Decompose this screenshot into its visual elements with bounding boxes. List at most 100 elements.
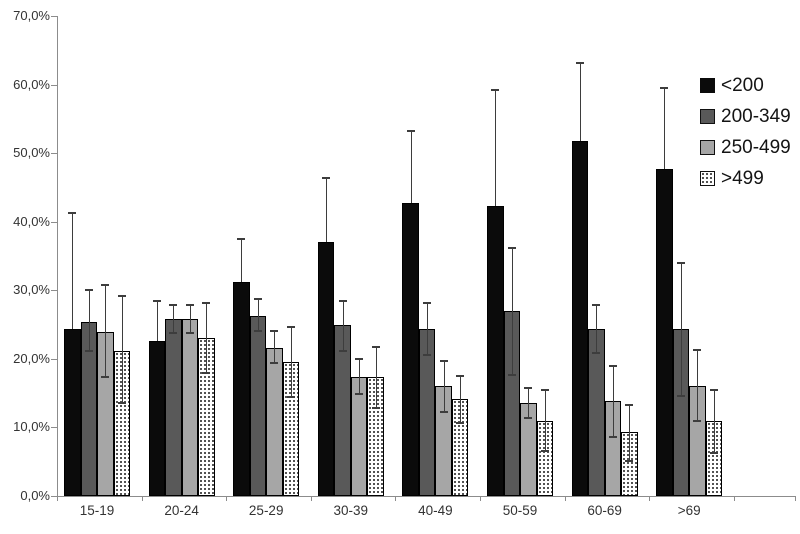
x-axis-category-label: 25-29: [248, 503, 284, 518]
legend-item-lt200: <200: [700, 70, 791, 101]
x-axis-tick: [141, 496, 143, 501]
error-bar-cap-top: [575, 61, 584, 64]
bar-dotted-30-39: [367, 376, 384, 496]
error-bar-cap-top: [286, 326, 295, 329]
error-bar-cap-bottom: [524, 416, 533, 419]
error-bar-cap-bottom: [101, 376, 110, 379]
error-bar-cap-top: [371, 345, 380, 348]
error-bar-line: [173, 305, 175, 333]
error-bar-line: [290, 327, 292, 397]
error-bar-cap-top: [253, 298, 262, 301]
error-bar-cap-top: [270, 330, 279, 333]
error-bar-cap-top: [709, 389, 718, 392]
error-bar-cap-top: [202, 301, 211, 304]
legend-label: 250-499: [721, 136, 791, 158]
y-axis-tick-label: 70,0%: [13, 8, 50, 23]
error-bar-cap-top: [237, 237, 246, 240]
legend: <200 200-349 250-499 >499: [700, 70, 791, 194]
error-bar-cap-top: [456, 375, 465, 377]
error-bar-cap-bottom: [169, 331, 178, 334]
error-bar-line: [359, 358, 361, 394]
y-axis-tick-label: 50,0%: [13, 145, 50, 161]
error-bar-cap-bottom: [709, 451, 718, 454]
error-bar-line: [713, 390, 715, 453]
error-bar-line: [274, 331, 276, 363]
y-axis-tick: [51, 496, 57, 497]
bar-black-50-59: [487, 205, 504, 496]
error-bar-cap-top: [693, 348, 702, 351]
error-bar-cap-bottom: [608, 436, 617, 439]
error-bar-cap-bottom: [592, 352, 601, 355]
error-bar-cap-bottom: [185, 331, 194, 334]
y-axis-line: [57, 16, 58, 496]
error-bar-cap-top: [338, 299, 347, 302]
x-axis-tick: [310, 496, 312, 501]
bar-black->69: [656, 168, 673, 496]
x-axis-tick: [57, 496, 58, 501]
x-axis-tick: [226, 496, 228, 501]
bar-black-15-19: [64, 329, 81, 496]
error-bar-line: [88, 290, 90, 352]
error-bar-cap-top: [608, 364, 617, 367]
error-bar-line: [156, 300, 158, 342]
error-bar-line: [105, 284, 107, 378]
legend-item-200-349: 200-349: [700, 101, 791, 132]
bar-black-60-69: [571, 141, 589, 496]
x-axis-end-tick: [795, 496, 796, 501]
error-bar-cap-top: [524, 386, 533, 389]
y-axis-tick: [51, 221, 57, 223]
y-axis-tick: [51, 427, 57, 429]
x-axis-category-label: 15-19: [79, 503, 115, 518]
error-bar-line: [544, 389, 546, 451]
x-axis-line: [57, 496, 796, 497]
error-bar-line: [460, 376, 462, 423]
bar-dotted-20-24: [198, 337, 215, 496]
error-bar-cap-bottom: [84, 350, 93, 353]
x-axis-category-label: 40-49: [418, 503, 453, 518]
error-bar-line: [612, 365, 614, 438]
x-axis-tick: [480, 496, 481, 501]
error-bar-cap-bottom: [355, 392, 364, 395]
error-bar-cap-top: [117, 295, 126, 298]
x-axis-tick: [733, 496, 735, 501]
bar-dotted-15-19: [113, 351, 130, 496]
error-bar-cap-top: [185, 304, 194, 307]
error-bar-line: [189, 305, 191, 333]
bar-dotted-40-49: [451, 398, 469, 496]
error-bar-line: [427, 302, 429, 356]
bar-dotted-50-59: [536, 420, 553, 496]
error-bar-line: [528, 387, 530, 418]
error-bar-line: [579, 62, 581, 142]
bar-lightgray-25-29: [266, 347, 283, 496]
error-bar-line: [375, 346, 377, 408]
error-bar-cap-top: [101, 283, 110, 286]
bar-darkgray-25-29: [249, 315, 267, 496]
y-axis-tick: [51, 84, 57, 86]
bar-lightgray-20-24: [181, 319, 199, 496]
error-bar-cap-top: [68, 211, 77, 214]
error-bar-cap-top: [84, 289, 93, 292]
bar-darkgray-20-24: [165, 319, 182, 496]
error-bar-line: [680, 262, 682, 396]
error-bar-cap-top: [540, 388, 549, 391]
y-axis-tick-label: 20,0%: [13, 350, 50, 366]
error-bar-cap-bottom: [693, 419, 702, 422]
bar-black-25-29: [233, 282, 250, 496]
error-bar-cap-bottom: [117, 402, 126, 405]
y-axis-tick: [51, 358, 57, 360]
error-bar-cap-bottom: [540, 449, 549, 452]
legend-swatch-black-icon: [700, 78, 715, 93]
error-bar-cap-bottom: [338, 349, 347, 352]
y-axis-tick-label: 30,0%: [13, 282, 50, 298]
bar-black-20-24: [148, 341, 166, 496]
x-axis-category-label: 20-24: [164, 503, 199, 518]
error-bar-cap-top: [439, 359, 448, 362]
error-bar-cap-bottom: [507, 374, 516, 377]
error-bar-line: [596, 305, 598, 354]
error-bar-line: [342, 300, 344, 351]
x-axis-category-label: 60-69: [587, 503, 622, 518]
bar-black-30-39: [317, 242, 335, 496]
error-bar-line: [443, 360, 445, 412]
error-bar-line: [629, 404, 631, 462]
x-axis-tick: [649, 496, 651, 501]
